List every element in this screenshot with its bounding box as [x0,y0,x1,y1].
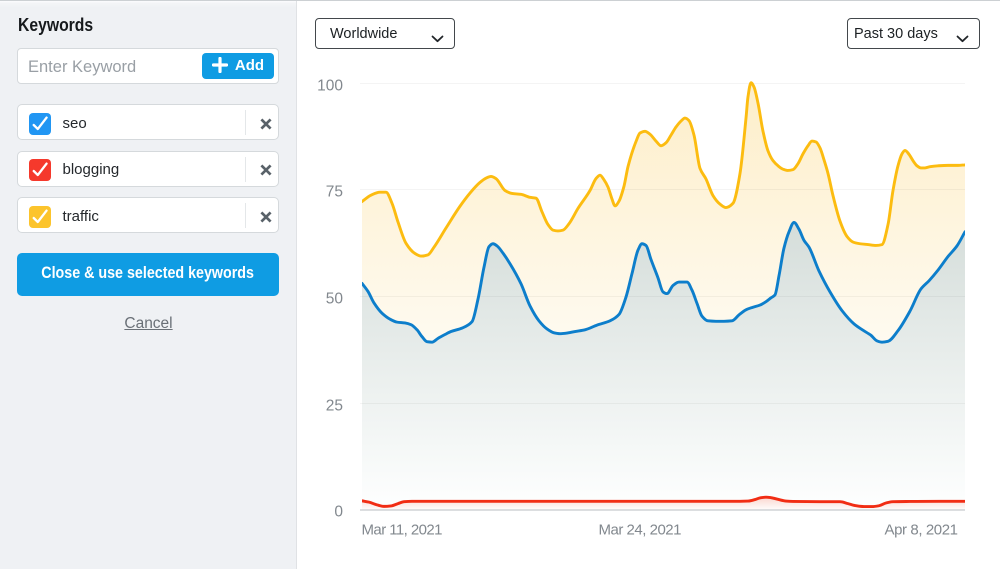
svg-text:Mar 11, 2021: Mar 11, 2021 [362,522,443,539]
svg-text:25: 25 [326,398,343,415]
svg-text:50: 50 [326,291,344,308]
svg-text:75: 75 [326,184,343,201]
svg-text:Apr 8, 2021: Apr 8, 2021 [885,522,959,539]
svg-text:100: 100 [317,78,343,95]
svg-text:0: 0 [334,504,343,521]
svg-text:Mar 24, 2021: Mar 24, 2021 [599,522,682,539]
